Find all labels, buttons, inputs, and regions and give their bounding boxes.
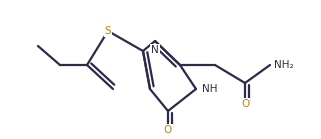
Text: S: S	[105, 26, 111, 36]
Text: NH: NH	[202, 84, 218, 94]
Text: O: O	[241, 99, 249, 109]
Text: N: N	[151, 45, 159, 55]
Text: O: O	[164, 125, 172, 135]
Text: NH₂: NH₂	[274, 60, 294, 70]
